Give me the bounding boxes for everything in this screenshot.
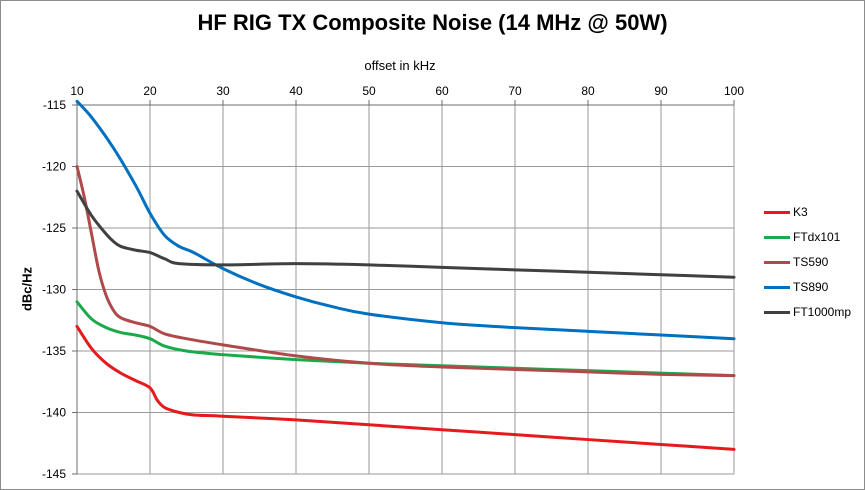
- legend-swatch: [764, 286, 790, 289]
- y-tick-label: -120: [42, 160, 66, 174]
- x-tick-label: 50: [362, 84, 376, 98]
- legend-item-ftdx101: FTdx101: [762, 230, 862, 255]
- chart-title: HF RIG TX Composite Noise (14 MHz @ 50W): [197, 10, 668, 35]
- x-tick-label: 60: [435, 84, 449, 98]
- legend-item-ts590: TS590: [762, 255, 862, 280]
- legend-label: K3: [793, 205, 808, 219]
- x-tick-label: 30: [216, 84, 230, 98]
- grid-layer: [76, 104, 735, 475]
- legend: K3 FTdx101 TS590 TS890 FT1000mp: [762, 205, 862, 330]
- legend-swatch: [764, 311, 790, 314]
- y-tick-label: -130: [42, 283, 66, 297]
- x-tick-label: 90: [654, 84, 668, 98]
- series-line-ts590: [75, 165, 736, 378]
- legend-label: TS890: [793, 280, 829, 294]
- series-line-ft1000mp: [75, 189, 736, 279]
- series-layer: [75, 99, 736, 451]
- series-line-ts890: [75, 99, 736, 341]
- y-tick-label: -145: [42, 467, 66, 481]
- axis-layer: 10 20 30 40 50 60 70 80 90 100 -115 -120 -125 -130 -13…: [42, 84, 744, 481]
- x-tick-label: 40: [289, 84, 303, 98]
- legend-item-ft1000mp: FT1000mp: [762, 305, 862, 330]
- legend-swatch: [764, 211, 790, 214]
- legend-label: FT1000mp: [793, 305, 852, 319]
- legend-label: TS590: [793, 255, 829, 269]
- legend-swatch: [764, 236, 790, 239]
- legend-item-k3: K3: [762, 205, 862, 230]
- legend-item-ts890: TS890: [762, 280, 862, 305]
- y-tick-label: -140: [42, 406, 66, 420]
- x-tick-label: 80: [581, 84, 595, 98]
- y-tick-label: -135: [42, 344, 66, 358]
- x-tick-label: 70: [508, 84, 522, 98]
- x-tick-label: 10: [70, 84, 84, 98]
- series-line-k3: [75, 324, 736, 451]
- y-tick-label: -125: [42, 221, 66, 235]
- x-tick-label: 100: [724, 84, 744, 98]
- x-tick-label: 20: [143, 84, 157, 98]
- legend-label: FTdx101: [793, 230, 841, 244]
- x-axis-label: offset in kHz: [364, 58, 436, 73]
- legend-swatch: [764, 261, 790, 264]
- y-tick-label: -115: [43, 98, 66, 112]
